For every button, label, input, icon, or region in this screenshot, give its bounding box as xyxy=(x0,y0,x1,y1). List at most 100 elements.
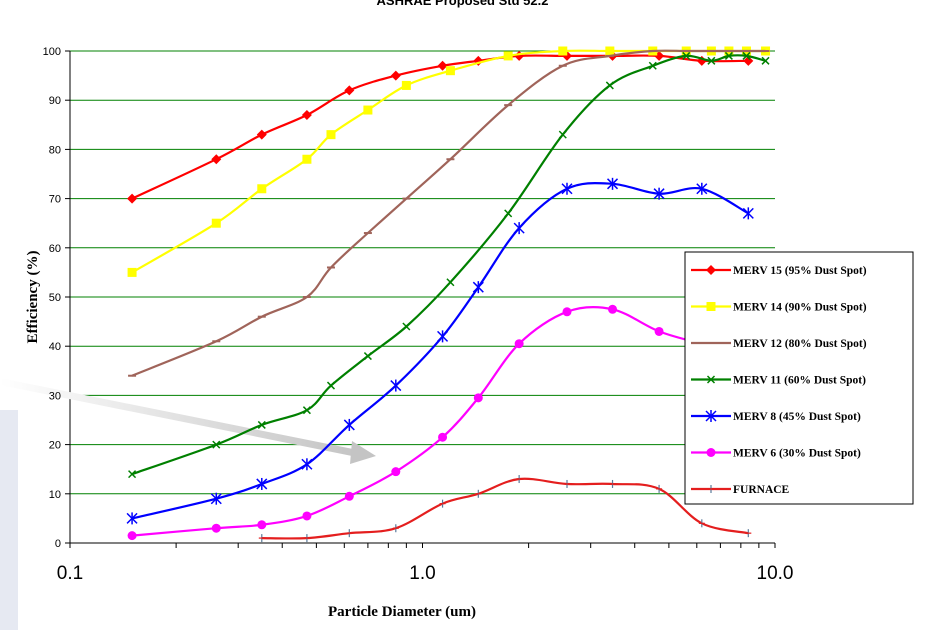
data-point xyxy=(212,440,221,449)
data-point xyxy=(606,177,619,190)
data-point xyxy=(706,448,716,457)
y-tick-label: 30 xyxy=(49,390,61,402)
data-point xyxy=(706,265,716,275)
data-point xyxy=(303,534,310,543)
data-point xyxy=(344,85,355,96)
legend-label: MERV 8 (45% Dust Spot) xyxy=(733,411,861,423)
marker-stroke xyxy=(446,278,455,287)
legend-label: MERV 12 (80% Dust Spot) xyxy=(733,338,867,350)
data-point xyxy=(326,130,336,140)
legend-label: FURNACE xyxy=(733,484,790,496)
data-point xyxy=(301,109,312,120)
data-point xyxy=(513,222,525,235)
data-point xyxy=(473,393,483,403)
legend-item: MERV 6 (30% Dust Spot) xyxy=(691,448,861,460)
series-merv-6-30-dust-spot xyxy=(127,304,707,541)
data-point xyxy=(257,184,267,194)
y-tick-label: 60 xyxy=(49,243,61,255)
series-merv-8-45-dust-spot xyxy=(126,177,754,525)
data-point xyxy=(514,50,525,61)
grid xyxy=(70,50,775,495)
data-point xyxy=(392,524,399,533)
data-point xyxy=(211,154,222,165)
data-point xyxy=(706,375,716,384)
data-point xyxy=(682,51,691,60)
data-point xyxy=(439,499,446,508)
data-point xyxy=(564,479,571,488)
data-point xyxy=(363,105,373,115)
data-point xyxy=(390,70,401,81)
marker-stroke xyxy=(257,420,266,429)
data-point xyxy=(127,531,137,541)
data-point xyxy=(437,330,449,343)
marker-stroke xyxy=(363,352,372,361)
y-tick-label: 80 xyxy=(49,144,61,156)
marker-stroke xyxy=(605,81,614,90)
data-point xyxy=(256,129,267,140)
marker-stroke xyxy=(682,51,691,60)
data-point xyxy=(344,491,354,501)
data-point xyxy=(653,187,665,200)
data-point xyxy=(346,529,353,538)
data-point xyxy=(745,529,752,538)
data-point xyxy=(605,46,615,56)
y-tick-label: 20 xyxy=(49,440,61,452)
data-point xyxy=(257,420,266,429)
side-panel xyxy=(0,410,18,630)
data-point xyxy=(605,81,614,90)
data-point xyxy=(475,489,482,498)
marker-stroke xyxy=(706,375,716,384)
marker-stroke xyxy=(402,322,411,331)
legend-box xyxy=(684,251,914,505)
data-point xyxy=(401,80,411,90)
data-point xyxy=(656,484,663,493)
series-merv-11-60-dust-spot xyxy=(128,51,770,479)
data-point xyxy=(211,523,221,533)
data-point xyxy=(558,130,567,139)
data-point xyxy=(127,267,137,277)
data-point xyxy=(514,339,524,349)
y-tick-label: 90 xyxy=(49,95,61,107)
marker-stroke xyxy=(707,56,716,65)
data-point xyxy=(708,485,714,493)
y-tick-label: 50 xyxy=(49,292,61,304)
y-tick-label: 100 xyxy=(43,46,61,58)
marker-stroke xyxy=(128,470,137,479)
chart-title: ASHRAE Proposed Std 52.2 xyxy=(376,0,549,8)
series-line xyxy=(131,181,749,520)
data-point xyxy=(706,302,716,311)
data-point xyxy=(504,209,513,218)
data-point xyxy=(256,477,268,490)
data-point xyxy=(445,66,455,76)
data-point xyxy=(326,381,336,390)
data-point xyxy=(258,534,265,543)
series-line xyxy=(131,54,749,200)
data-point xyxy=(126,512,138,525)
annotation-arrow xyxy=(0,378,376,464)
data-point xyxy=(608,304,618,314)
data-point xyxy=(438,432,448,442)
y-tick-labels: 0 10 20 30 40 50 60 70 80 90 100 xyxy=(43,46,61,550)
data-point xyxy=(707,56,716,65)
y-tick-label: 70 xyxy=(49,194,61,206)
data-point xyxy=(257,520,267,530)
x-axis-title: Particle Diameter (um) xyxy=(328,604,476,620)
legend-label: MERV 14 (90% Dust Spot) xyxy=(733,302,867,314)
series-line xyxy=(261,477,749,540)
data-point xyxy=(562,307,572,317)
series-merv-12-80-dust-spot xyxy=(128,49,770,377)
y-tick-label: 0 xyxy=(55,538,61,550)
marker-stroke xyxy=(302,406,311,415)
data-point xyxy=(210,492,222,505)
data-point xyxy=(402,322,411,331)
data-point xyxy=(516,475,523,484)
data-point xyxy=(503,51,513,61)
marker-stroke xyxy=(761,56,770,65)
data-point xyxy=(761,56,770,65)
data-point xyxy=(742,207,754,220)
x-tick-label: 0.1 xyxy=(57,563,83,584)
series-furnace xyxy=(258,475,752,543)
data-point xyxy=(743,55,754,66)
marker-stroke xyxy=(724,51,733,60)
